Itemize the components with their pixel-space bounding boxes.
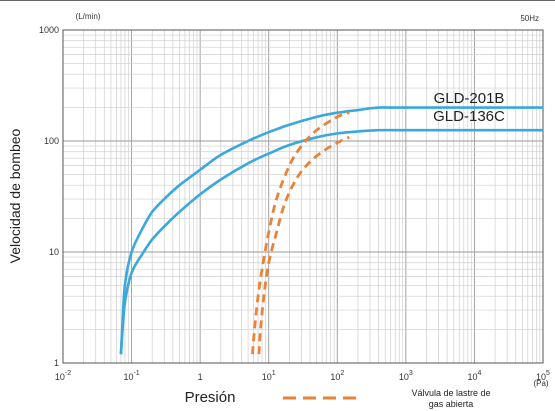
series-line-1 [119, 128, 543, 355]
series-group [119, 106, 543, 355]
grid [62, 30, 543, 364]
series-label-gld-136c: GLD-136C [433, 108, 505, 125]
legend: Válvula de lastre de gas abierta [283, 388, 491, 409]
tick-labels: 10-2 10-1 1 101 102 103 104 105 1 10 100 1000 [39, 25, 550, 382]
x-tick-label: 101 [262, 370, 276, 382]
y-tick-label: 10 [49, 247, 59, 257]
legend-label-line-2: gas abierta [429, 399, 474, 409]
y-axis-title: Velocidad de bombeo [7, 128, 23, 263]
y-tick-label: 100 [44, 136, 59, 146]
plot-frame [62, 29, 544, 364]
y-tick-label: 1000 [39, 25, 59, 35]
series-line-2 [251, 111, 350, 355]
x-tick-label: 105 [536, 370, 550, 382]
x-tick-label: 10-2 [55, 370, 71, 382]
series-line-0 [119, 106, 543, 355]
x-tick-label: 1 [198, 372, 203, 382]
x-axis-title: Presión [185, 389, 236, 406]
x-unit-label: (Pa) [533, 379, 548, 388]
y-tick-label: 1 [54, 358, 59, 368]
series-line-3 [257, 135, 350, 355]
y-unit-label: (L/min) [76, 12, 101, 21]
x-tick-label: 102 [330, 370, 344, 382]
legend-label-line-1: Válvula de lastre de [411, 388, 490, 398]
frequency-label: 50Hz [520, 14, 539, 23]
x-tick-label: 10-1 [123, 370, 139, 382]
x-tick-label: 103 [399, 370, 413, 382]
x-tick-label: 104 [467, 370, 481, 382]
series-label-gld-201b: GLD-201B [434, 90, 505, 107]
